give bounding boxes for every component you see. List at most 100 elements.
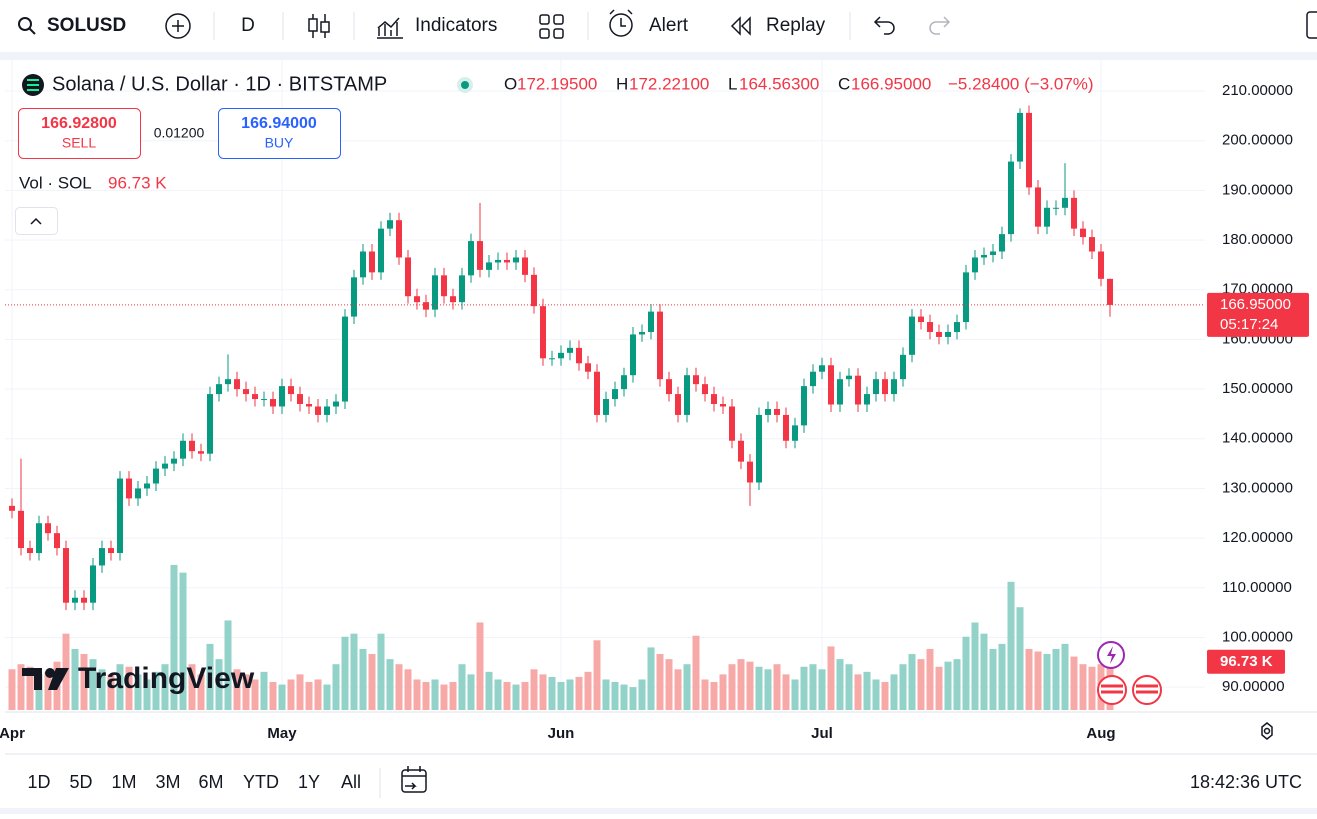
candle-body xyxy=(684,375,690,415)
volume-bar xyxy=(17,664,25,710)
volume-bar xyxy=(548,676,556,710)
buy-button[interactable]: 166.94000 BUY xyxy=(218,108,341,159)
candle-body xyxy=(918,316,924,323)
y-tick-label: 90.00000 xyxy=(1222,678,1285,695)
x-tick-label: May xyxy=(267,725,297,742)
calendar-icon-detail xyxy=(402,766,426,790)
candle-body xyxy=(549,358,555,360)
candle-body xyxy=(1035,187,1041,227)
sell-button[interactable]: 166.92800 SELL xyxy=(18,108,141,159)
event-flag[interactable] xyxy=(1132,675,1162,705)
spread: 0.01200 xyxy=(154,125,205,141)
range-button[interactable]: All xyxy=(341,772,361,792)
candle-body xyxy=(396,220,402,258)
volume-bar xyxy=(773,664,781,710)
clock[interactable]: 18:42:36 UTC xyxy=(1190,772,1302,792)
alert-button[interactable]: Alert xyxy=(609,9,689,37)
interval-button[interactable]: D xyxy=(241,15,255,36)
candle-body xyxy=(81,597,87,603)
volume-bar xyxy=(512,684,520,710)
volume-bar xyxy=(719,674,727,710)
volume-bar xyxy=(782,674,790,710)
sell-box xyxy=(18,108,141,159)
candle-body xyxy=(1062,197,1068,208)
volume-bar xyxy=(917,659,925,710)
logo-text: TradingView xyxy=(78,662,255,695)
indicators-button[interactable]: Indicators xyxy=(377,15,497,39)
replay-button[interactable]: Replay xyxy=(730,15,826,36)
buy-price: 166.94000 xyxy=(241,115,317,132)
candle-body xyxy=(297,394,303,405)
candle-body xyxy=(342,316,348,402)
candle-body xyxy=(522,257,528,275)
range-button[interactable]: 1D xyxy=(27,772,50,792)
candle-body xyxy=(1107,278,1113,305)
range-button[interactable]: YTD xyxy=(243,772,279,792)
symbol-logo-mark xyxy=(27,79,39,91)
collapse-box xyxy=(15,207,58,235)
compare-button[interactable] xyxy=(165,13,191,39)
volume-bar xyxy=(890,674,898,710)
volume-bar xyxy=(314,679,322,710)
x-tick-label: Jun xyxy=(548,725,575,742)
candle-body xyxy=(540,306,546,359)
candle-body xyxy=(216,384,222,395)
flag-stripes xyxy=(1101,684,1158,694)
volume-bar xyxy=(305,682,313,710)
event-flag[interactable] xyxy=(1097,675,1127,705)
y-tick-label: 200.00000 xyxy=(1222,132,1293,149)
candle-body xyxy=(981,254,987,258)
candle-body xyxy=(963,272,969,323)
date-range-button[interactable] xyxy=(401,766,427,793)
candle-body xyxy=(783,414,789,441)
candle-body xyxy=(567,347,573,353)
candle-body xyxy=(360,251,366,278)
range-button[interactable]: 1Y xyxy=(298,772,320,792)
redo-button[interactable] xyxy=(929,16,951,35)
volume-bar xyxy=(827,646,835,710)
symbol-search[interactable]: SOLUSD xyxy=(18,15,126,36)
candle-body xyxy=(594,371,600,415)
candle-body xyxy=(810,371,816,387)
candle-body xyxy=(198,451,204,454)
range-button[interactable]: 5D xyxy=(69,772,92,792)
candle-body xyxy=(315,406,321,415)
candle-body xyxy=(54,533,60,549)
y-tick-label: 110.00000 xyxy=(1222,579,1292,596)
volume-bar xyxy=(503,682,511,710)
layout-icon xyxy=(539,28,550,39)
volume-bar xyxy=(458,664,466,710)
volume-bar xyxy=(908,654,916,710)
volume-bar xyxy=(530,669,538,710)
candle-body xyxy=(108,548,114,554)
layouts-button[interactable] xyxy=(539,14,564,39)
ohlc-value: 172.19500 xyxy=(517,74,597,93)
volume-bar xyxy=(557,682,565,710)
volume-tag xyxy=(1207,649,1285,674)
range-button[interactable]: 3M xyxy=(155,772,180,792)
volume-bar xyxy=(971,622,979,710)
volume-bar xyxy=(836,659,844,710)
chart-type-button[interactable] xyxy=(308,14,330,38)
candle-body xyxy=(189,440,195,452)
y-tick-label: 120.00000 xyxy=(1222,529,1293,546)
range-button[interactable]: 6M xyxy=(198,772,223,792)
range-button[interactable]: 1M xyxy=(111,772,136,792)
candle-body xyxy=(1071,197,1077,229)
volume-bar xyxy=(854,674,862,710)
axis-settings[interactable] xyxy=(1261,722,1273,740)
candle-body xyxy=(909,316,915,355)
volume-bar xyxy=(422,682,430,710)
collapse-legend-button[interactable] xyxy=(15,207,58,235)
volume-bar xyxy=(998,643,1006,710)
undo-button[interactable] xyxy=(873,16,895,35)
candle-body xyxy=(846,375,852,380)
candle-body xyxy=(621,375,627,390)
fullscreen-button[interactable] xyxy=(1306,11,1317,39)
volume-bar xyxy=(1034,651,1042,710)
price-tags: 166.95000 05:17:24 96.73 K xyxy=(5,292,1309,674)
candle-body xyxy=(369,251,375,273)
volume-bar xyxy=(107,674,115,710)
x-tick-label: Aug xyxy=(1086,725,1115,742)
candle-body xyxy=(1053,207,1059,209)
